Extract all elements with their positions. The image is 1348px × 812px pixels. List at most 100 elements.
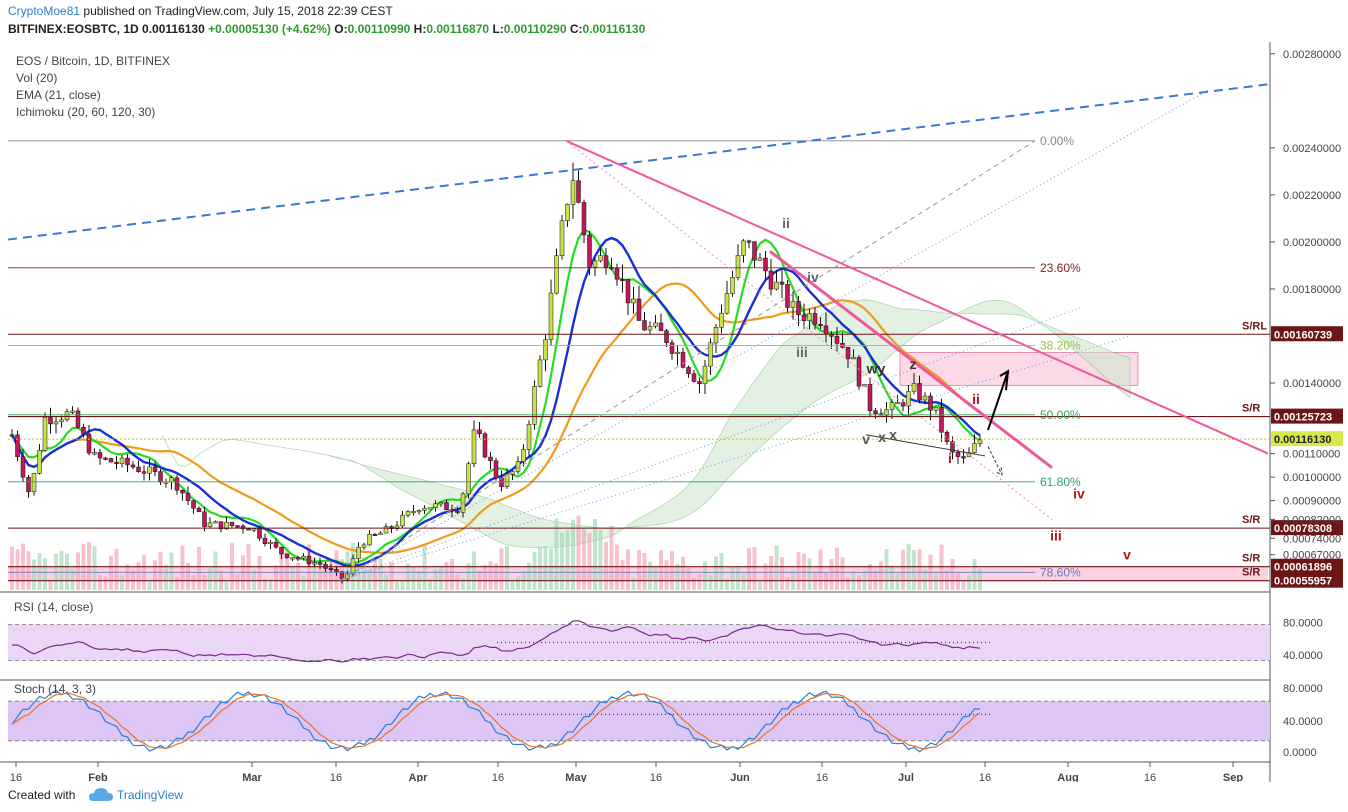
volume-bar	[868, 564, 872, 590]
candle-body	[768, 270, 774, 290]
volume-bar	[48, 579, 53, 590]
candle-body	[592, 260, 598, 268]
volume-bar	[505, 546, 509, 590]
volume-bar	[367, 569, 372, 590]
low-label: L:	[492, 22, 504, 36]
volume-bar	[620, 559, 625, 590]
volume-bar	[730, 566, 735, 590]
wave-label: iv	[807, 269, 819, 285]
volume-bar	[274, 565, 278, 590]
stoch-k-line	[11, 689, 981, 753]
candle-body	[631, 298, 636, 304]
sr-price-box	[1271, 572, 1343, 588]
sr-price-box	[1271, 326, 1343, 342]
volume-bar	[653, 566, 658, 590]
candle-body	[92, 452, 97, 455]
candle-body	[86, 433, 92, 454]
candle-body	[653, 322, 658, 327]
fib-label: 78.60%	[1040, 565, 1081, 579]
chart-header: CryptoMoe81 published on TradingView.com…	[0, 0, 1348, 42]
author-link[interactable]: CryptoMoe81	[8, 4, 81, 18]
volume-bar	[846, 577, 850, 590]
open-label: O:	[334, 22, 348, 36]
time-tick-label: 16	[1144, 772, 1156, 782]
candle-body	[119, 457, 125, 464]
volume-bar	[917, 549, 922, 590]
volume-bar	[747, 547, 751, 590]
sr-price-text: 0.00061896	[1274, 562, 1332, 574]
candle-body	[493, 460, 499, 479]
candle-body	[158, 471, 163, 483]
price-tick-label: 0.00200000	[1283, 237, 1341, 249]
kijun-line	[11, 282, 981, 554]
candle-body	[702, 365, 708, 385]
candle-body	[801, 314, 807, 321]
volume-bar	[802, 553, 806, 590]
volume-bar	[708, 575, 713, 590]
candle-body	[108, 458, 114, 463]
volume-bar	[494, 563, 498, 590]
price-tick-label: 0.00180000	[1283, 284, 1341, 296]
volume-bar	[279, 550, 284, 590]
candle-body	[647, 326, 653, 331]
candle-body	[532, 386, 537, 425]
rsi-label: RSI (14, close)	[14, 600, 93, 614]
volume-bar	[175, 577, 179, 590]
time-tick-label: 16	[650, 772, 662, 782]
volume-bar	[912, 550, 916, 590]
volume-bar	[450, 558, 454, 590]
wave-label: z	[910, 356, 917, 372]
candle-body	[411, 511, 416, 514]
volume-bar	[923, 569, 927, 590]
volume-bar	[884, 549, 889, 590]
candle-body	[53, 421, 59, 425]
rsi-tick-label: 40.0000	[1283, 650, 1323, 662]
volume-bar	[939, 544, 944, 590]
stoch-band	[8, 701, 1270, 741]
candle-body	[504, 473, 510, 487]
price-chart[interactable]: 0.00% 23.60% 38.20% 50.00% 61.80% 78.60% S/RL S…	[0, 42, 1348, 782]
candle-body	[191, 500, 196, 509]
volume-bar	[488, 560, 493, 590]
rsi-line	[11, 620, 981, 663]
time-tick-label: 16	[816, 772, 828, 782]
volume-bar	[758, 581, 762, 590]
tradingview-cloud-icon	[89, 788, 113, 801]
candle-body	[218, 521, 224, 530]
candle-body	[565, 204, 570, 222]
volume-bar	[978, 568, 982, 590]
volume-bar	[829, 558, 834, 590]
volume-bar	[538, 546, 542, 590]
volume-bar	[296, 562, 300, 590]
candle-body	[312, 562, 317, 565]
volume-bar	[521, 570, 526, 590]
tradingview-link[interactable]: TradingView	[117, 788, 184, 802]
volume-bar	[736, 567, 740, 590]
high-value: 0.00116870	[426, 22, 490, 36]
volume-bar	[114, 548, 119, 590]
volume-bar	[560, 532, 564, 590]
volume-bar	[763, 563, 768, 590]
volume-bar	[197, 546, 201, 590]
candle-body	[543, 339, 548, 361]
footer: Created with TradingView	[0, 782, 1348, 812]
candle-body	[75, 410, 81, 428]
volume-bar	[659, 550, 663, 590]
candle-body	[383, 526, 389, 534]
price-tick-label: 0.00280000	[1283, 49, 1341, 61]
volume-bar	[714, 556, 718, 590]
volume-bar	[147, 580, 152, 590]
volume-bar	[609, 525, 614, 590]
volume-bar	[32, 559, 36, 590]
volume-bar	[378, 559, 383, 590]
volume-bar	[389, 562, 394, 590]
close-value: 0.00116130	[582, 22, 646, 36]
volume-bar	[807, 558, 812, 590]
candle-body	[895, 402, 900, 405]
candle-body	[818, 324, 823, 327]
volume-bar	[120, 575, 124, 590]
volume-bar	[615, 544, 619, 590]
volume-bar	[857, 575, 861, 590]
candle-body	[9, 434, 15, 437]
candle-body	[477, 429, 482, 434]
